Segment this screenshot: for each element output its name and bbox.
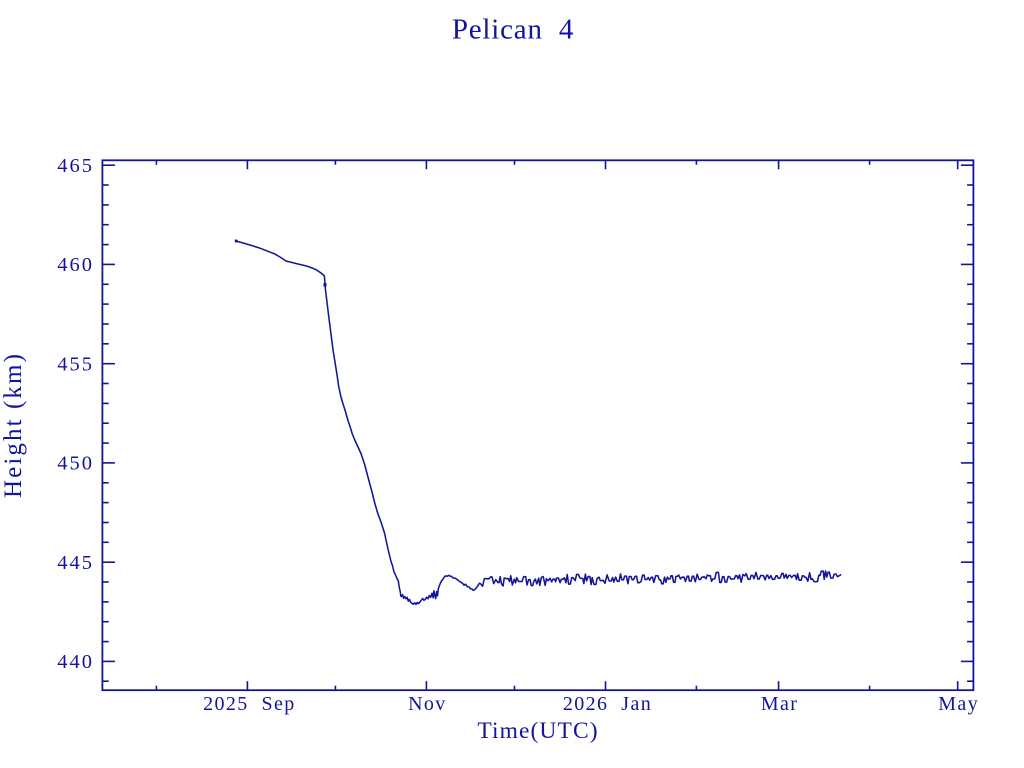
svg-text:440: 440 <box>57 651 94 673</box>
svg-text:May: May <box>938 693 979 715</box>
svg-text:Height (km): Height (km) <box>0 352 27 498</box>
svg-text:Pelican 4: Pelican 4 <box>452 14 574 46</box>
svg-text:450: 450 <box>57 453 94 475</box>
svg-text:460: 460 <box>57 254 94 276</box>
svg-text:455: 455 <box>57 353 94 375</box>
svg-text:445: 445 <box>57 552 94 574</box>
svg-text:Nov: Nov <box>408 693 447 715</box>
svg-text:465: 465 <box>57 155 94 177</box>
svg-text:Time(UTC): Time(UTC) <box>477 718 598 744</box>
svg-text:2026 Jan: 2026 Jan <box>563 693 652 715</box>
svg-text:2025 Sep: 2025 Sep <box>203 693 296 715</box>
svg-text:Mar: Mar <box>761 693 799 715</box>
